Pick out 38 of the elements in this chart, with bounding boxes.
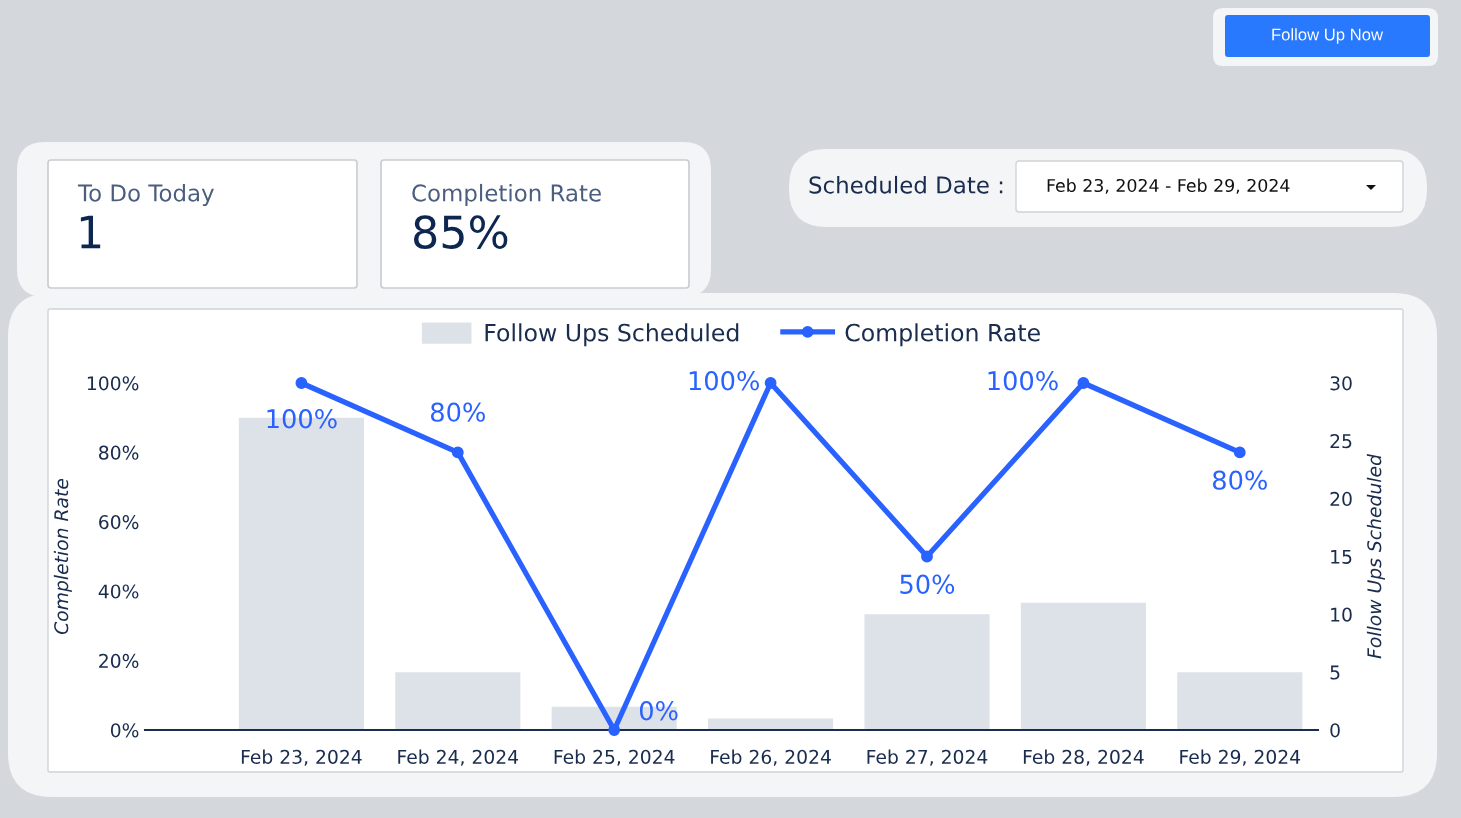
- x-tick-label: Feb 23, 2024: [241, 749, 362, 766]
- y-tick-label: 20%: [99, 653, 139, 668]
- data-label: 100%: [267, 409, 337, 429]
- text: 1: [80, 215, 101, 249]
- data-label: 0%: [639, 701, 678, 721]
- data-label: 100%: [689, 371, 759, 391]
- x-tick-label: Feb 29, 2024: [1180, 749, 1301, 766]
- text: Completion Rate: [412, 183, 601, 207]
- y-tick-label: 80%: [99, 445, 139, 460]
- legend-label: Follow Ups Scheduled: [485, 323, 739, 347]
- text: Feb 23, 2024 - Feb 29, 2024: [1047, 178, 1290, 194]
- y2-tick-label: 15: [1331, 549, 1352, 564]
- x-tick-label: Feb 28, 2024: [1023, 749, 1144, 766]
- y2-tick-label: 0: [1330, 723, 1340, 738]
- y2-tick-label: 20: [1330, 491, 1352, 507]
- x-tick-label: Feb 27, 2024: [867, 749, 988, 766]
- x-tick-label: Feb 25, 2024: [554, 749, 675, 766]
- y-tick-label: 0%: [110, 723, 139, 738]
- y-tick-label: 40%: [98, 584, 139, 599]
- text: Scheduled Date :: [809, 175, 1003, 194]
- data-label: 50%: [900, 574, 955, 594]
- y2-axis-title: Follow Ups Scheduled: [1366, 453, 1386, 659]
- x-tick-label: Feb 26, 2024: [711, 749, 831, 766]
- y2-tick-label: 30: [1330, 376, 1352, 391]
- text: Follow Up Now: [1272, 28, 1384, 44]
- y2-tick-label: 5: [1330, 665, 1340, 680]
- data-label: 100%: [988, 371, 1058, 391]
- y-tick-label: 60%: [99, 515, 139, 530]
- y2-tick-label: 10: [1331, 607, 1352, 622]
- y-axis-title: Completion Rate: [53, 478, 72, 635]
- data-label: 80%: [1212, 470, 1267, 490]
- x-tick-label: Feb 24, 2024: [398, 749, 519, 766]
- y2-tick-label: 25: [1330, 434, 1352, 449]
- text: 85%: [414, 215, 508, 249]
- text: To Do Today: [77, 183, 214, 207]
- legend-label: Completion Rate: [845, 323, 1040, 347]
- data-label: 80%: [430, 402, 485, 422]
- y-tick-label: 100%: [87, 376, 139, 391]
